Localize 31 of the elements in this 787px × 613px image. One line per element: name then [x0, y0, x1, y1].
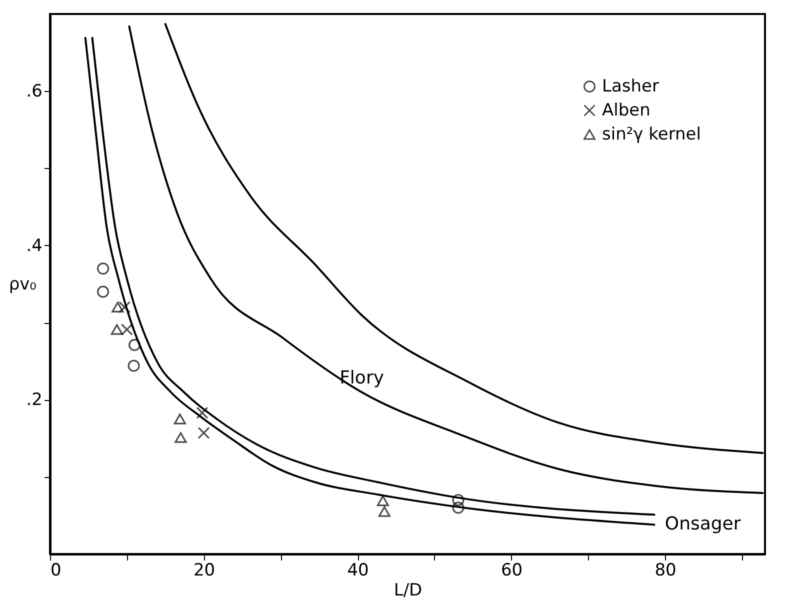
x-tick-label: 0: [50, 560, 62, 580]
y-axis-title: ρv₀: [8, 274, 37, 294]
point: [378, 506, 390, 517]
point: [97, 262, 110, 275]
point: [196, 406, 208, 419]
point: [174, 414, 186, 424]
point: [128, 360, 140, 372]
annotation: Onsager: [664, 513, 742, 534]
legend-label: Lasher: [602, 76, 659, 96]
y-tick-label: .6: [26, 82, 42, 102]
point: [452, 494, 464, 506]
x-tick-label: 40: [347, 560, 369, 580]
x-axis-title: L/D: [394, 580, 422, 600]
point: [198, 426, 210, 439]
x-tick-label: 80: [654, 560, 676, 580]
point: [97, 286, 110, 298]
point: [376, 495, 389, 506]
point: [174, 432, 187, 443]
legend-label: Alben: [602, 100, 650, 120]
point: [452, 502, 464, 514]
point: [112, 302, 124, 312]
x-tick-label: 20: [193, 560, 216, 580]
y-tick-label: .4: [26, 236, 42, 256]
annotation: Flory: [340, 368, 384, 388]
legend-label: sin²γ kernel: [602, 124, 701, 144]
point: [118, 301, 131, 314]
x-tick-label: 60: [500, 560, 523, 580]
point: [120, 323, 133, 336]
point: [110, 324, 123, 335]
point: [128, 338, 141, 351]
y-tick-label: .2: [26, 390, 42, 410]
